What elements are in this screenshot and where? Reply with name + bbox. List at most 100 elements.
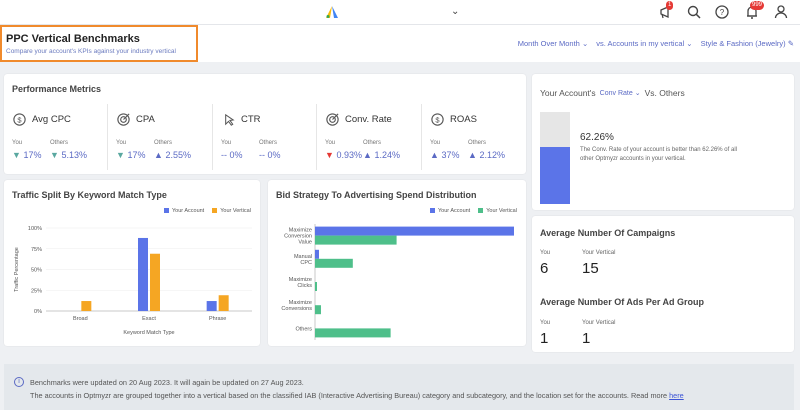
bar-your-vertical [315, 328, 391, 338]
you-label: You [12, 140, 23, 146]
info-footer: i Benchmarks were updated on 20 Aug 2023… [4, 364, 794, 410]
category-label: Conversion [284, 234, 312, 240]
cursor-icon [225, 113, 235, 126]
help-icon[interactable]: ? [714, 4, 730, 20]
percentile-gauge-fill [540, 146, 570, 204]
category-label: Maximize [289, 228, 312, 234]
search-icon[interactable] [686, 4, 702, 20]
others-label: Others [154, 140, 173, 146]
y-tick-label: 75% [31, 247, 42, 253]
campaigns-vertical-value: 15 [582, 260, 599, 277]
target-icon [117, 113, 130, 126]
versus-title-prefix: Your Account's [540, 88, 596, 98]
x-tick-label: Exact [142, 316, 156, 322]
ads-vertical-value: 1 [582, 330, 591, 347]
legend-item-vertical: Your Vertical [478, 208, 517, 214]
versus-title-suffix: Vs. Others [644, 88, 685, 98]
category-label: Maximize [289, 277, 312, 283]
percentile-gauge [540, 112, 570, 204]
others-label: Others [50, 140, 69, 146]
category-label: CPC [300, 260, 312, 266]
pencil-icon[interactable]: ✎ [787, 39, 794, 48]
comparison-label: vs. Accounts in my vertical [596, 39, 685, 48]
legend-item-account: Your Account [164, 208, 204, 214]
account-switcher-chevron-icon[interactable]: ⌄ [451, 6, 460, 17]
category-label: Maximize [289, 300, 312, 306]
period-dropdown[interactable]: Month Over Month ⌄ [518, 39, 589, 48]
y-tick-label: 25% [31, 288, 42, 294]
optmyzr-logo-icon[interactable] [326, 6, 338, 18]
arrow-down-icon: ▼ [12, 150, 21, 160]
you-value: ▼ 17% [12, 150, 42, 160]
footer-line-1: Benchmarks were updated on 20 Aug 2023. … [30, 378, 304, 387]
category-label: Others [295, 326, 312, 332]
read-more-link[interactable]: here [669, 391, 684, 400]
arrow-up-icon: ▲ [430, 150, 439, 160]
dollar-refresh-icon: $ [13, 113, 26, 126]
x-tick-label: Broad [73, 316, 88, 322]
metric-avg-cpc: $ Avg CPC You Others ▼ 17% ▼ 5.13% [4, 104, 108, 170]
bid-strategy-card: Bid Strategy To Advertising Spend Distri… [268, 180, 526, 346]
arrow-down-icon: ▼ [325, 150, 334, 160]
y-axis-label: Traffic Percentage [14, 247, 20, 292]
percentile-description: The Conv. Rate of your account is better… [580, 147, 737, 162]
ads-title: Average Number Of Ads Per Ad Group [540, 297, 705, 307]
comparison-dropdown[interactable]: vs. Accounts in my vertical ⌄ [596, 39, 692, 48]
you-label: You [116, 140, 127, 146]
y-tick-label: 0% [34, 309, 42, 315]
y-tick-label: 100% [28, 226, 42, 232]
campaigns-title: Average Number Of Campaigns [540, 228, 676, 238]
user-icon[interactable] [773, 4, 789, 20]
arrow-up-icon: ▲ [154, 150, 163, 160]
metric-name: Avg CPC [32, 114, 71, 125]
metric-name: CPA [136, 114, 155, 125]
vertical-selector[interactable]: Style & Fashion (Jewelry) ✎ [701, 39, 794, 48]
you-value: ▲ 37% [430, 150, 460, 160]
you-label: You [325, 140, 336, 146]
bid-chart: MaximizeConversionValueManualCPCMaximize… [281, 224, 514, 340]
footer-line-2: The accounts in Optmyzr are grouped toge… [30, 391, 684, 400]
averages-card: Average Number Of Campaigns You Your Ver… [532, 216, 794, 352]
traffic-chart: 100% 75% 50% 25% 0% Traffic Percentage Keyword… [14, 226, 252, 336]
chevron-down-icon: ⌄ [686, 39, 693, 48]
performance-title: Performance Metrics [12, 84, 102, 94]
chevron-down-icon: ⌄ [634, 90, 641, 97]
metric-roas: $ ROAS You Others ▲ 37% ▲ 2.12% [422, 104, 526, 170]
svg-text:?: ? [720, 8, 725, 17]
metric-name: CTR [241, 114, 261, 125]
others-label: Others [468, 140, 487, 146]
period-label: Month Over Month [517, 39, 580, 48]
ads-vertical-label: Your Vertical [582, 320, 616, 326]
category-label: Conversions [281, 306, 312, 312]
traffic-split-card: Traffic Split By Keyword Match Type Your… [4, 180, 260, 346]
arrow-up-icon: ▲ [363, 150, 372, 160]
you-label: You [221, 140, 232, 146]
you-value: ▼ 17% [116, 150, 146, 160]
arrow-down-icon: ▼ [50, 150, 59, 160]
page-title-box: PPC Vertical Benchmarks Compare your acc… [0, 25, 198, 62]
arrow-down-icon: ▼ [116, 150, 125, 160]
others-value: ▼ 5.13% [50, 150, 87, 160]
bar-your-account [206, 301, 217, 311]
bar-your-vertical [218, 295, 229, 311]
filters: Month Over Month ⌄ vs. Accounts in my ve… [518, 39, 794, 48]
bar-your-vertical [315, 235, 397, 245]
bar-your-vertical [315, 305, 321, 315]
category-label: Manual [294, 254, 312, 260]
svg-text:$: $ [435, 115, 440, 124]
others-label: Others [259, 140, 278, 146]
metric-ctr: CTR You Others -- 0% -- 0% [213, 104, 317, 170]
metric-dropdown[interactable]: Conv Rate ⌄ [599, 90, 641, 97]
x-tick-label: Phrase [209, 316, 226, 322]
no-change-icon: -- [259, 150, 265, 160]
legend-item-vertical: Your Vertical [212, 208, 251, 214]
you-value: -- 0% [221, 150, 243, 160]
traffic-legend: Your Account Your Vertical [164, 208, 251, 214]
y-tick-label: 50% [31, 268, 42, 274]
info-icon: i [14, 377, 24, 387]
legend-item-account: Your Account [430, 208, 470, 214]
megaphone-icon[interactable] [658, 4, 674, 20]
bar-your-vertical [315, 258, 353, 268]
metric-name: ROAS [450, 114, 477, 125]
bid-legend: Your Account Your Vertical [430, 208, 517, 214]
